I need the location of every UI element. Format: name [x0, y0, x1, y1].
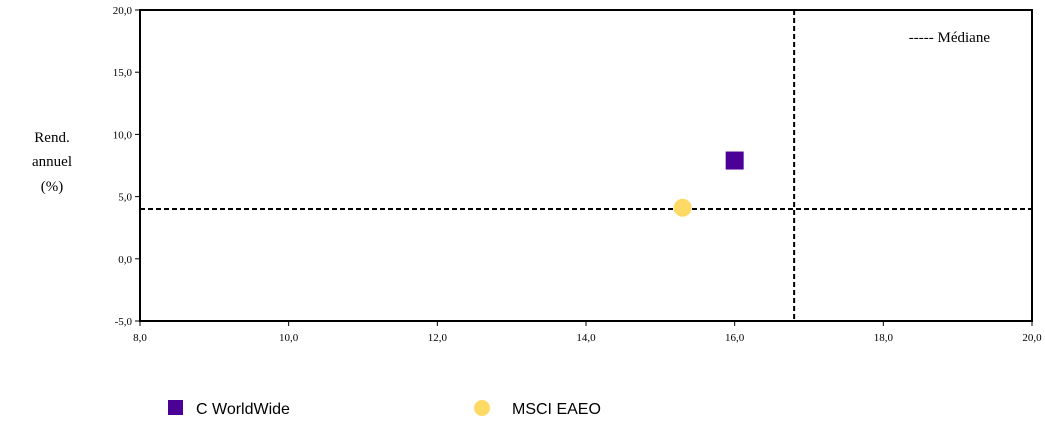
y-axis-label-line-1: Rend. [34, 130, 69, 146]
legend-label-msci-eaeo: MSCI EAEO [512, 401, 601, 418]
data-point-c-worldwide [725, 151, 744, 170]
x-tick-label: 12,0 [428, 332, 448, 344]
plot-area [139, 9, 1033, 322]
y-tick-label: 20,0 [113, 5, 133, 17]
y-tick-label: 10,0 [113, 129, 133, 141]
legend-label-c-worldwide: C WorldWide [196, 401, 290, 418]
y-axis-ticks: -5,0 0,0 5,0 10,0 15,0 20,0 [113, 5, 140, 328]
legend-swatch-msci-eaeo [474, 400, 490, 416]
y-tick-label: 5,0 [118, 192, 132, 204]
legend: C WorldWide MSCI EAEO [168, 400, 601, 418]
x-tick-label: 10,0 [279, 332, 299, 344]
y-tick-label: -5,0 [115, 316, 133, 328]
y-axis-label-line-3: (%) [41, 179, 64, 195]
legend-swatch-c-worldwide [168, 400, 183, 415]
median-legend-label: ----- Médiane [909, 30, 991, 46]
data-points [673, 151, 744, 217]
y-tick-label: 15,0 [113, 67, 133, 79]
x-axis-ticks: 8,0 10,0 12,0 14,0 16,0 18,0 20,0 [133, 321, 1042, 344]
x-tick-label: 8,0 [133, 332, 147, 344]
y-tick-label: 0,0 [118, 254, 132, 266]
data-point-msci-eaeo [673, 198, 692, 217]
y-axis-label-line-2: annuel [32, 154, 72, 170]
x-tick-label: 20,0 [1022, 332, 1042, 344]
x-tick-label: 16,0 [725, 332, 745, 344]
x-tick-label: 14,0 [576, 332, 596, 344]
x-tick-label: 18,0 [874, 332, 894, 344]
